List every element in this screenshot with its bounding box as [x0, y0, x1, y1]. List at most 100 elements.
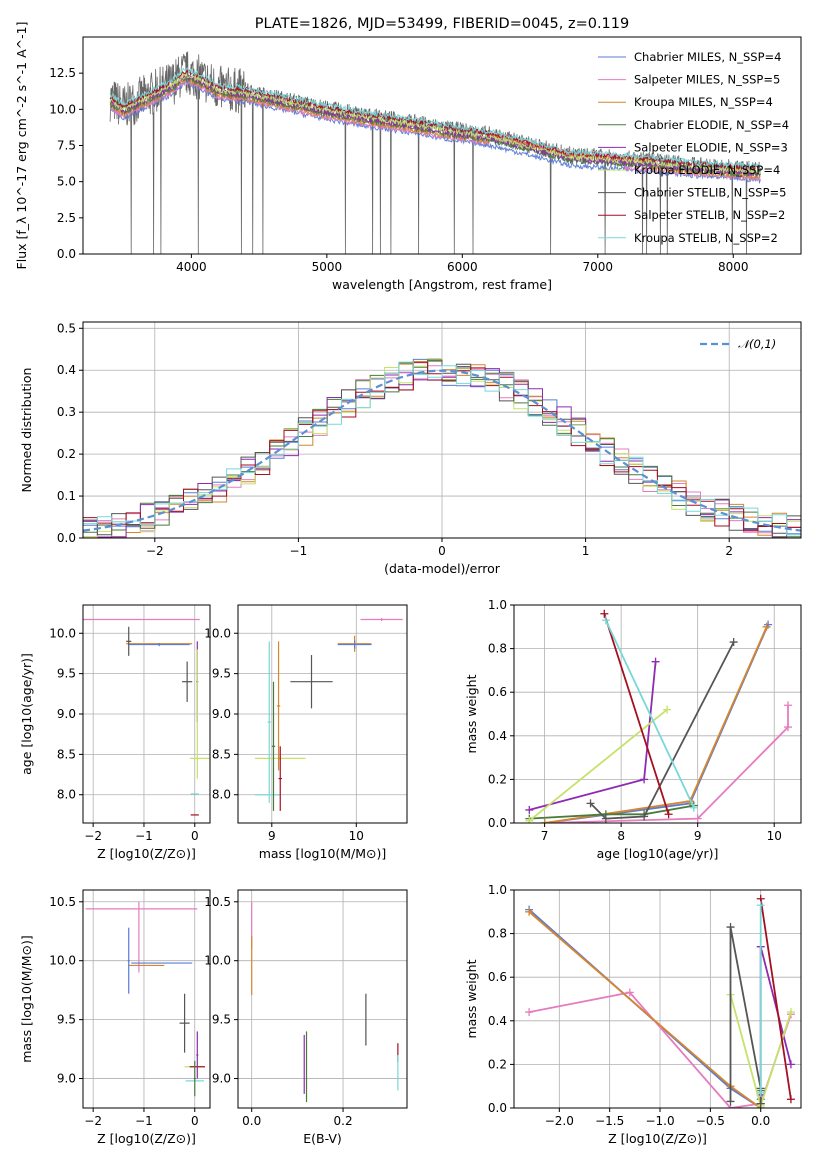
y-tick-label: 0.0 [488, 1101, 507, 1115]
x-tick-label: 4000 [176, 260, 207, 274]
weight-marker [663, 705, 672, 714]
y-tick-label: 0.0 [488, 816, 507, 830]
y-tick-label: 9.0 [57, 1072, 76, 1086]
figure-title: PLATE=1826, MJD=53499, FIBERID=0045, z=0… [255, 16, 629, 32]
weight-marker [640, 775, 649, 784]
x-tick-label: 7 [541, 829, 549, 843]
y-tick-label: 10.0 [49, 626, 76, 640]
x-tick-label: 1 [582, 544, 590, 558]
plot-area [251, 901, 399, 1103]
legend: 𝒩(0,1) [700, 337, 776, 351]
y-tick-label: 10.0 [204, 954, 231, 968]
y-tick-label: 0.2 [488, 772, 507, 786]
y-tick-label: 9.5 [57, 667, 76, 681]
weight-line [729, 926, 762, 1104]
y-tick-label: 9.5 [57, 1013, 76, 1027]
panel-weight_vs_age: 7 8 9 10 0.0 0.2 0.4 0.6 0.8 1.0 age [log10(age/yr… [464, 598, 802, 861]
legend-label: Kroupa ELODIE, N_SSP=4 [634, 163, 780, 177]
weight-line [589, 641, 735, 820]
x-axis-label: wavelength [Angstrom, rest frame] [332, 277, 552, 292]
y-axis-label: age [log10(age/yr)] [19, 653, 34, 775]
y-tick-label: 0.2 [488, 1057, 507, 1071]
panel-age_vs_Z: −2 −1 0 8.0 8.5 9.0 9.5 10.0 Z [log10(Z/Z⊙)] age … [19, 604, 211, 861]
weight-marker [651, 657, 660, 666]
y-tick-label: 0.5 [57, 321, 76, 335]
legend-label: Kroupa MILES, N_SSP=4 [634, 95, 773, 109]
y-tick-label: 0.0 [57, 247, 76, 261]
axes-frame [513, 604, 802, 824]
y-tick-label: 9.0 [57, 707, 76, 721]
y-tick-label: 8.5 [57, 747, 76, 761]
weight-line [544, 705, 789, 823]
legend-label: Salpeter STELIB, N_SSP=2 [634, 208, 785, 222]
panel-age_vs_mass: 9 10 8.0 8.5 9.0 9.5 10.0 mass [log10(M/M⊙)] [204, 604, 408, 861]
legend: Chabrier MILES, N_SSP=4 Salpeter MILES, N… [598, 50, 789, 245]
x-axis-label: Z [log10(Z/Z⊙)] [608, 1131, 707, 1146]
y-tick-label: 10.5 [49, 895, 76, 909]
spectrum-line [109, 67, 761, 170]
x-axis-label: (data-model)/error [384, 561, 501, 576]
x-tick-label: 0.0 [751, 1114, 770, 1128]
y-axis-label: Flux [f_λ 10^-17 erg cm^-2 s^-1 A^-1] [14, 22, 29, 270]
x-tick-label: 8000 [718, 260, 749, 274]
panel-weight_vs_Z: −2.0 −1.5 −1.0 −0.5 0.0 0.0 0.2 0.4 0.6 0.8 1.0 Z [… [464, 883, 802, 1146]
x-tick-label: 7000 [583, 260, 614, 274]
y-tick-label: 0.4 [57, 363, 76, 377]
y-axis-label: mass weight [464, 674, 479, 753]
x-tick-label: 9 [694, 829, 702, 843]
y-tick-label: 0.6 [488, 685, 507, 699]
weight-marker [786, 1060, 795, 1069]
weight-marker [786, 1095, 795, 1104]
plot-area [525, 894, 795, 1108]
weight-line [528, 708, 668, 822]
y-tick-label: 10.0 [49, 954, 76, 968]
legend-label: Chabrier MILES, N_SSP=4 [634, 50, 781, 64]
y-tick-label: 10.5 [204, 895, 231, 909]
weight-marker [640, 812, 649, 821]
x-tick-label: −1.5 [595, 1114, 624, 1128]
normal-curve [83, 369, 801, 532]
x-tick-label: 0 [438, 544, 446, 558]
y-tick-label: 0.8 [488, 642, 507, 656]
x-axis-label: age [log10(age/yr)] [597, 846, 719, 861]
x-tick-label: 6000 [447, 260, 478, 274]
weight-marker [689, 803, 698, 812]
weight-marker [786, 1008, 795, 1017]
y-tick-label: 1.0 [488, 598, 507, 612]
spectrum-line [109, 68, 761, 170]
y-tick-label: 0.6 [488, 970, 507, 984]
weight-marker [729, 638, 738, 647]
y-tick-label: 9.0 [212, 707, 231, 721]
x-tick-label: −1 [135, 1114, 153, 1128]
x-tick-label: 8 [617, 829, 625, 843]
x-tick-label: −1.0 [645, 1114, 674, 1128]
plot-area [83, 618, 210, 816]
y-axis-label: Normed distribution [19, 368, 34, 493]
y-tick-label: 8.0 [212, 788, 231, 802]
legend-label: Chabrier ELODIE, N_SSP=4 [634, 118, 789, 132]
x-axis-label: Z [log10(Z/Z⊙)] [97, 846, 196, 861]
x-tick-label: 0.2 [334, 1114, 353, 1128]
x-tick-label: 9 [268, 829, 276, 843]
panel-mass_vs_Z: −2 −1 0 9.0 9.5 10.0 10.5 Z [log10(Z/Z⊙)] mass [… [19, 889, 211, 1146]
weight-line [759, 898, 792, 1100]
weight-marker [783, 701, 792, 710]
weight-marker [525, 907, 534, 916]
x-tick-label: 10 [349, 829, 364, 843]
legend-label: Salpeter MILES, N_SSP=5 [634, 73, 780, 87]
weight-line [529, 804, 695, 820]
y-tick-label: 0.4 [488, 729, 507, 743]
y-tick-label: 12.5 [49, 66, 76, 80]
x-tick-label: 0 [191, 1114, 199, 1128]
weight-marker [540, 819, 549, 823]
y-tick-label: 0.8 [488, 927, 507, 941]
weight-line [603, 613, 670, 815]
plot-area [254, 617, 403, 811]
y-tick-label: 8.5 [212, 747, 231, 761]
weight-marker [756, 1088, 765, 1097]
weight-marker [625, 988, 634, 997]
spectrum-line [109, 72, 761, 175]
legend-label: Salpeter ELODIE, N_SSP=3 [634, 140, 788, 154]
axes-frame [82, 889, 211, 1109]
plot-area [109, 50, 761, 254]
